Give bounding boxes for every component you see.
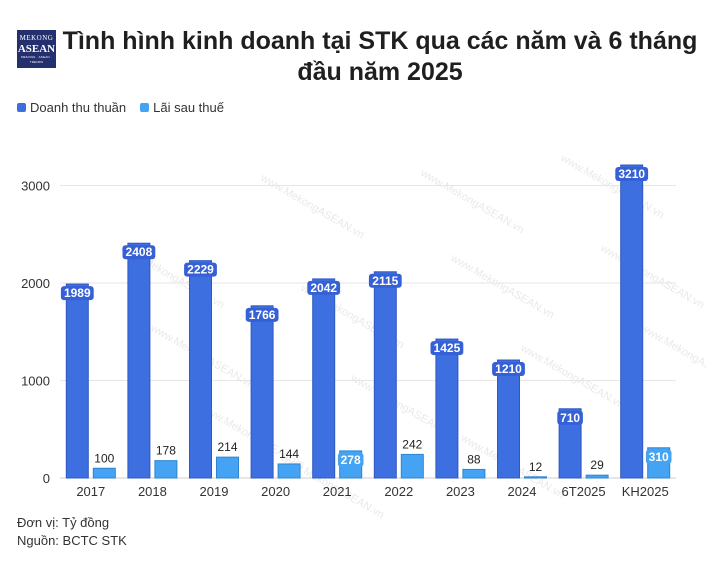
bar-revenue bbox=[497, 359, 520, 479]
y-tick-label: 0 bbox=[43, 471, 50, 486]
data-label-revenue: 2408 bbox=[126, 245, 153, 259]
data-label-revenue: 2042 bbox=[310, 281, 337, 295]
bar-profit bbox=[277, 463, 301, 479]
logo-line2: ASEAN bbox=[17, 43, 56, 55]
data-label-profit: 178 bbox=[156, 444, 176, 458]
x-tick-label: 2018 bbox=[138, 484, 167, 499]
data-label-revenue: 2115 bbox=[372, 274, 398, 288]
bar-profit bbox=[154, 460, 178, 479]
logo-line1: MEKONG bbox=[19, 34, 54, 42]
data-label-profit: 214 bbox=[217, 440, 237, 454]
legend-label-revenue: Doanh thu thuần bbox=[30, 100, 127, 115]
bar-revenue bbox=[558, 408, 582, 479]
data-label-profit: 12 bbox=[529, 460, 543, 474]
y-tick-label: 3000 bbox=[21, 179, 50, 194]
bar-profit bbox=[585, 474, 609, 479]
x-tick-label: 6T2025 bbox=[562, 484, 606, 499]
legend-item-profit: Lãi sau thuế bbox=[140, 100, 224, 115]
data-label-profit: 242 bbox=[402, 437, 422, 451]
x-tick-label: 2021 bbox=[323, 484, 352, 499]
watermark-text: www.MekongASEAN.vn bbox=[518, 342, 627, 412]
y-tick-label: 1000 bbox=[21, 374, 50, 389]
bar-profit bbox=[524, 476, 547, 479]
data-label-profit: 144 bbox=[279, 447, 299, 461]
data-label-profit: 100 bbox=[94, 451, 114, 465]
data-label-bg-profit bbox=[645, 449, 672, 464]
data-label-bg-revenue bbox=[492, 362, 525, 377]
data-label-bg-revenue bbox=[615, 167, 649, 182]
data-label-revenue: 1425 bbox=[434, 341, 461, 355]
bar-revenue bbox=[189, 260, 212, 479]
legend-label-profit: Lãi sau thuế bbox=[153, 100, 224, 115]
data-label-revenue: 1210 bbox=[495, 362, 522, 376]
watermark-text: www.MekongASEAN.vn bbox=[448, 252, 557, 322]
bar-revenue bbox=[250, 305, 274, 479]
data-label-bg-revenue bbox=[245, 307, 279, 322]
source-note: Nguồn: BCTC STK bbox=[17, 533, 127, 548]
data-label-bg-revenue bbox=[557, 410, 583, 425]
data-label-revenue: 3210 bbox=[618, 167, 645, 181]
data-label-revenue: 2229 bbox=[187, 263, 214, 277]
unit-note: Đơn vị: Tỷ đồng bbox=[17, 515, 110, 530]
x-tick-label: 2024 bbox=[508, 484, 537, 499]
watermark-text: www.MekongASEAN.vn bbox=[558, 152, 667, 222]
x-tick-label: 2022 bbox=[384, 484, 413, 499]
data-label-bg-revenue bbox=[430, 341, 464, 356]
bar-profit bbox=[400, 453, 424, 479]
legend-swatch-revenue bbox=[17, 103, 26, 112]
bar-revenue bbox=[312, 278, 336, 479]
data-label-revenue: 1989 bbox=[64, 286, 91, 300]
watermark-text: www.MekongASEAN.vn bbox=[598, 242, 706, 312]
chart-title: Tình hình kinh doanh tại STK qua các năm… bbox=[62, 27, 698, 86]
data-label-bg-revenue bbox=[307, 280, 341, 295]
bar-profit bbox=[216, 456, 239, 479]
data-label-profit: 278 bbox=[341, 453, 361, 467]
bar-profit bbox=[462, 468, 486, 479]
legend-item-revenue: Doanh thu thuần bbox=[17, 100, 126, 115]
y-tick-label: 2000 bbox=[21, 276, 50, 291]
data-label-revenue: 710 bbox=[560, 411, 580, 425]
bar-profit bbox=[92, 467, 116, 479]
chart-legend: Doanh thu thuần Lãi sau thuế bbox=[17, 100, 224, 115]
x-tick-label: KH2025 bbox=[622, 484, 669, 499]
bar-revenue bbox=[373, 271, 397, 479]
watermark-text: www.MekongASEAN.vn bbox=[418, 167, 527, 237]
data-label-bg-revenue bbox=[122, 245, 156, 260]
bar-revenue bbox=[435, 338, 459, 479]
data-label-bg-profit bbox=[337, 452, 364, 467]
chart-footer: Đơn vị: Tỷ đồng Nguồn: BCTC STK bbox=[17, 514, 127, 550]
x-tick-label: 2020 bbox=[261, 484, 290, 499]
data-label-profit: 29 bbox=[590, 458, 604, 472]
watermark-text: www.MekongASEAN.vn bbox=[258, 172, 367, 242]
bar-revenue bbox=[65, 283, 89, 479]
bar-revenue bbox=[127, 242, 151, 479]
data-label-bg-revenue bbox=[368, 273, 402, 288]
logo-line3: MEKONG · ASEAN · TRENDS bbox=[20, 55, 53, 64]
x-tick-label: 2023 bbox=[446, 484, 475, 499]
data-label-profit: 310 bbox=[649, 450, 669, 464]
data-label-bg-revenue bbox=[60, 286, 94, 301]
x-tick-label: 2017 bbox=[76, 484, 105, 499]
data-label-profit: 88 bbox=[467, 452, 481, 466]
x-tick-label: 2019 bbox=[200, 484, 229, 499]
bar-revenue bbox=[620, 164, 644, 479]
data-label-revenue: 1766 bbox=[249, 308, 276, 322]
mekongasean-logo: MEKONG ASEAN MEKONG · ASEAN · TRENDS bbox=[17, 30, 56, 68]
legend-swatch-profit bbox=[140, 103, 150, 112]
data-label-bg-revenue bbox=[184, 262, 217, 277]
